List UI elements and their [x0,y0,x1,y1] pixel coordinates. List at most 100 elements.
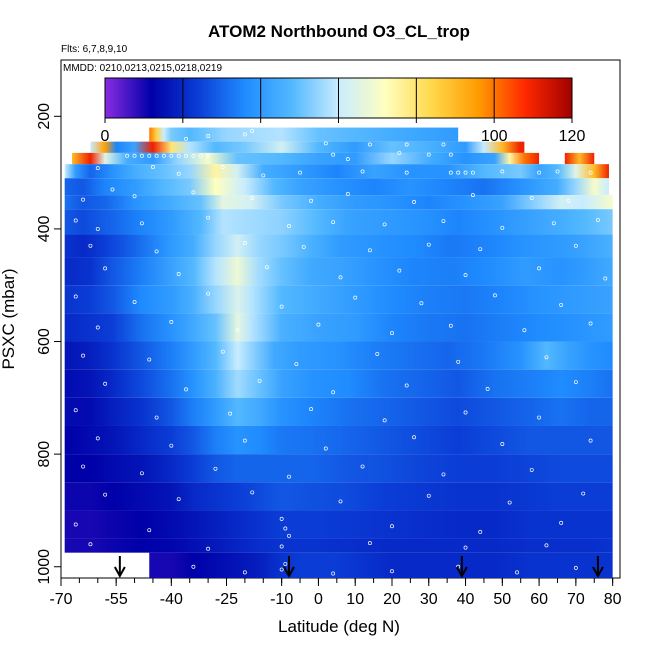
colorbar-tick-label: 100 [481,128,508,145]
observation-point [426,493,431,498]
observation-point [279,516,284,521]
observation-point [419,301,424,306]
observation-point [191,190,196,195]
observation-point [470,193,475,198]
observation-point [573,380,578,385]
heatmap-cell [90,141,525,153]
observation-point [353,295,358,300]
observation-point [132,300,137,305]
heatmap-cell [64,285,613,314]
observation-point [404,170,409,175]
observation-point [448,323,453,328]
flights-label: Flts: 6,7,8,9,10 [61,44,128,55]
x-axis-label: Latitude (deg N) [278,617,400,636]
observation-point [206,153,211,158]
observation-point [213,466,218,471]
observation-point [242,241,247,245]
observation-point [367,142,372,147]
observation-point [345,192,350,196]
observation-point [242,132,247,137]
observation-point [500,169,505,174]
observation-point [367,541,372,546]
y-tick-label: 800 [36,441,53,468]
observation-point [235,328,240,333]
x-tick-label: 30 [420,591,438,608]
observation-point [345,157,350,162]
observation-point [154,153,159,158]
observation-point [331,152,336,157]
observation-point [184,136,188,141]
observation-point [228,411,233,416]
observation-point [573,243,578,248]
observation-point [397,268,402,273]
observation-point [250,195,255,200]
observation-point [500,225,505,230]
observation-point [95,436,100,441]
x-tick-label: -55 [105,591,128,608]
observation-point [154,249,159,254]
observation-point [169,319,174,324]
observation-point [279,567,284,572]
observation-point [301,244,306,249]
observation-point [595,217,600,222]
observation-point [176,153,181,158]
observation-point [176,171,181,176]
observation-point [279,304,284,309]
y-axis-label: PSXC (mbar) [0,268,18,369]
observation-point [176,272,181,276]
observation-point [162,153,166,158]
observation-point [522,328,527,333]
observation-point [176,497,181,502]
observation-point [603,276,608,281]
heatmap-cell [64,454,613,483]
heatmap-cell [64,482,613,511]
observation-point [103,381,108,386]
observation-point [456,359,461,364]
observation-point [95,325,100,330]
x-tick-label: 20 [383,591,401,608]
observation-point [360,169,365,174]
observation-point [390,569,394,574]
x-tick-label: -25 [215,591,238,608]
observation-point [555,169,560,174]
observation-point [309,198,314,203]
observation-point [73,218,78,223]
observation-point [493,293,497,298]
observation-point [544,355,549,360]
observation-point [206,215,211,220]
observation-point [110,187,115,192]
heatmap-cell [64,369,613,398]
heatmap-cell [72,152,540,165]
observation-point [367,248,372,253]
observation-point [529,195,534,200]
heatmap-cell [64,510,613,539]
observation-point [588,321,593,326]
observation-point [559,302,564,307]
observation-point [242,570,247,575]
observation-point [287,474,291,479]
observation-point [139,471,144,476]
observation-point [287,224,291,229]
observation-point [264,265,269,270]
observation-point [184,387,188,392]
observation-point [463,545,468,550]
observation-point [478,247,483,252]
observation-point [537,170,542,175]
x-tick-label: 50 [493,591,511,608]
observation-point [551,221,556,226]
observation-point [390,331,394,336]
observation-point [147,528,152,533]
colorbar-tick-label: 0 [101,128,110,145]
observation-point [73,294,78,299]
observation-point [206,134,211,138]
observation-point [507,500,512,505]
x-tick-label: 10 [346,591,364,608]
observation-point [382,418,387,423]
observation-point [81,353,86,358]
observation-point [559,520,564,525]
observation-point [529,467,534,472]
colorbar-tick-label: 120 [559,128,586,145]
observation-point [404,383,409,388]
observation-point [81,464,86,469]
observation-point [88,542,93,547]
